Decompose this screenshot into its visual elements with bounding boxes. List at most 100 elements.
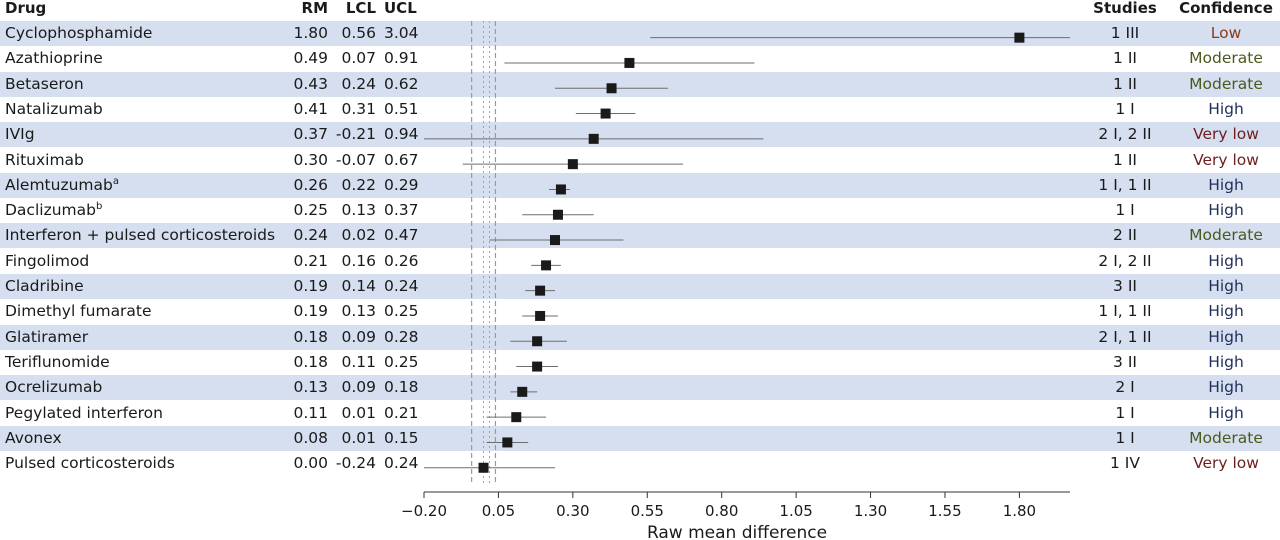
confidence-value: Very low [1193, 150, 1259, 169]
confidence-value: Moderate [1189, 226, 1263, 245]
drug-label: Teriflunomide [5, 352, 110, 371]
confidence-value: High [1208, 201, 1244, 220]
ucl-value: 0.25 [384, 352, 419, 371]
drug-label: Fingolimod [5, 251, 90, 270]
x-tick-label: −0.20 [401, 502, 447, 520]
rm-value: 0.13 [293, 378, 328, 397]
drug-label: Azathioprine [5, 49, 103, 68]
rm-value: 0.00 [293, 454, 328, 473]
drug-name: Fingolimod [5, 249, 89, 274]
drug-label: Rituximab [5, 150, 84, 169]
lcl-value: 0.14 [341, 277, 376, 295]
drug-label: Alemtuzumab [5, 175, 113, 194]
point-estimate [535, 285, 546, 296]
point-estimate [606, 83, 617, 94]
studies-value: 2 I, 2 II [1098, 125, 1152, 144]
drug-label: Pulsed corticosteroids [5, 454, 175, 473]
rm-value: 0.18 [293, 352, 328, 371]
lcl-value: 0.13 [341, 201, 376, 220]
lcl-value: 0.16 [341, 251, 376, 270]
table-row: Interferon + pulsed corticosteroids 0.24 0… [0, 223, 1280, 249]
x-tick-label: 0.80 [705, 502, 738, 520]
table-row: Cladribine 0.19 0.14 0.24 3 II High [0, 274, 1280, 299]
header-lcl: LCL [345, 0, 376, 17]
studies-value: 1 II [1113, 49, 1137, 68]
studies-value: 2 I [1115, 378, 1135, 397]
rm-value: 0.24 [293, 226, 328, 245]
x-tick-label: 1.80 [1003, 502, 1036, 520]
lcl-value: 0.13 [341, 302, 376, 321]
rm-value: 0.19 [293, 302, 328, 321]
drug-label: Pegylated interferon [5, 403, 163, 422]
drug-name: Pegylated interferon [5, 401, 163, 426]
drug-label: Interferon + pulsed corticosteroids [5, 226, 276, 245]
x-tick-label: 1.30 [854, 502, 887, 520]
confidence-value: Very low [1193, 125, 1259, 144]
drug-name: Avonex [5, 426, 62, 451]
ucl-value: 0.47 [384, 226, 419, 245]
lcl-value: 0.31 [341, 99, 376, 118]
ucl-value: 0.91 [384, 49, 419, 68]
point-estimate [478, 462, 489, 473]
studies-value: 1 III [1110, 24, 1140, 42]
point-estimate [588, 133, 599, 144]
drug-name: Teriflunomide [5, 350, 110, 375]
point-estimate [567, 159, 578, 170]
studies-value: 1 II [1113, 150, 1137, 169]
drug-label: Betaseron [5, 74, 84, 93]
ucl-value: 0.67 [384, 150, 419, 169]
ucl-value: 0.24 [384, 277, 419, 295]
point-estimate [532, 336, 543, 347]
studies-value: 1 I [1115, 201, 1135, 220]
table-row: Pulsed corticosteroids 0.00 -0.24 0.24 1 IV V… [0, 451, 1280, 476]
point-estimate [555, 184, 566, 195]
table-row: Cyclophosphamide 1.80 0.56 3.04 1 III Low [0, 21, 1280, 46]
lcl-value: 0.22 [341, 175, 376, 194]
rm-value: 0.18 [293, 327, 328, 346]
point-estimate [600, 108, 611, 119]
studies-value: 3 II [1113, 352, 1137, 371]
studies-value: 1 I, 1 II [1098, 302, 1152, 321]
confidence-value: High [1208, 378, 1244, 397]
point-estimate [552, 209, 563, 220]
header-ucl: UCL [384, 0, 417, 17]
confidence-value: High [1208, 352, 1244, 371]
drug-name: Rituximab [5, 148, 84, 173]
table-row: Natalizumab 0.41 0.31 0.51 1 I High [0, 97, 1280, 122]
studies-value: 2 II [1113, 226, 1137, 245]
confidence-value: Low [1210, 24, 1242, 42]
ucl-value: 0.62 [384, 74, 419, 93]
confidence-value: Moderate [1189, 49, 1263, 68]
drug-name: Daclizumabb [5, 198, 102, 223]
rm-value: 0.37 [293, 125, 328, 144]
drug-name: Natalizumab [5, 97, 103, 122]
studies-value: 2 I, 1 II [1098, 327, 1152, 346]
lcl-value: 0.01 [341, 428, 376, 447]
table-row: Daclizumabb 0.25 0.13 0.37 1 I High [0, 198, 1280, 223]
drug-name: Cladribine [5, 274, 84, 299]
rm-value: 0.25 [293, 201, 328, 220]
confidence-value: High [1208, 302, 1244, 321]
drug-name: IVIg [5, 122, 35, 147]
studies-value: 1 I, 1 II [1098, 175, 1152, 194]
drug-label: Ocrelizumab [5, 378, 103, 397]
ucl-value: 0.37 [384, 201, 419, 220]
ucl-value: 0.24 [384, 454, 419, 473]
drug-label: Avonex [5, 428, 62, 447]
rm-value: 0.49 [293, 49, 328, 68]
drug-name: Betaseron [5, 72, 84, 97]
drug-label: Cladribine [5, 277, 84, 295]
footnote-marker: a [112, 175, 119, 187]
point-estimate [511, 412, 522, 423]
studies-value: 1 I [1115, 99, 1135, 118]
rm-value: 0.11 [293, 403, 328, 422]
table-row: Ocrelizumab 0.13 0.09 0.18 2 I High [0, 375, 1280, 401]
rm-value: 1.80 [293, 24, 328, 42]
rm-value: 0.08 [293, 428, 328, 447]
lcl-value: 0.01 [341, 403, 376, 422]
ucl-value: 0.29 [384, 175, 419, 194]
lcl-value: 0.07 [341, 49, 376, 68]
ucl-value: 0.15 [384, 428, 419, 447]
lcl-value: 0.09 [341, 327, 376, 346]
studies-value: 1 I [1115, 403, 1135, 422]
